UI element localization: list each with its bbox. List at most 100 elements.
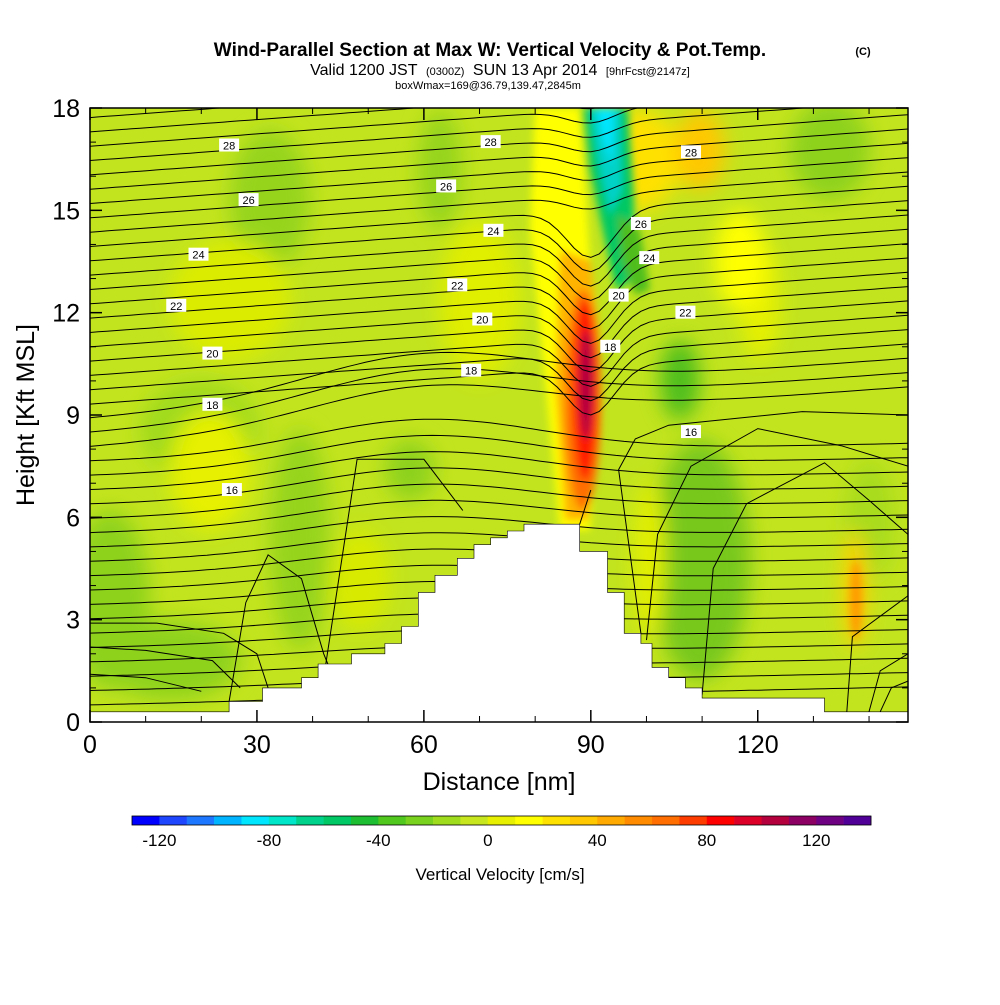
x-tick-label: 0 [83,731,97,759]
theta-label-box [221,483,242,497]
theta-label-box [219,138,240,152]
x-tick-label: 30 [243,731,271,759]
colorbar-swatch [159,816,188,825]
theta-label-box [608,288,629,302]
theta-label: 28 [485,137,497,149]
theta-label: 18 [604,342,616,354]
theta-label-box [680,425,701,439]
theta-contour-line [90,171,908,233]
theta-contour-line [90,271,908,344]
theta-contour-line [90,646,241,689]
colorbar-swatch [132,816,160,825]
theta-label: 22 [170,301,182,313]
theta-contour-line [90,108,640,147]
theta-label: 26 [242,195,254,207]
y-tick-label: 3 [66,607,80,635]
theta-contour-line [90,451,908,490]
colorbar-swatch [624,816,653,825]
theta-label: 28 [223,141,235,153]
theta-contour-line [90,343,908,416]
theta-contour-line [618,411,908,634]
chart-title: Wind-Parallel Section at Max W: Vertical… [214,40,766,61]
colorbar-swatch [679,816,708,825]
theta-label: 24 [487,226,499,238]
theta-label: 22 [679,308,691,320]
valid-time: Valid 1200 JST [310,62,418,79]
colorbar-swatch [515,816,543,825]
colorbar-tick-label: -120 [142,831,176,850]
terrain-profile [89,523,909,723]
theta-label: 16 [226,485,238,497]
colorbar-tick-label: 80 [697,831,716,850]
theta-label-box [600,339,621,353]
forecast-info: [9hrFcst@2147z] [606,66,690,78]
theta-contour-line [90,434,908,476]
theta-contour-line [90,108,598,133]
theta-label: 20 [476,314,488,326]
colorbar-swatch [761,816,790,825]
theta-label-box [461,363,482,377]
theta-label-box [472,312,493,326]
colorbar: -120 -80 -40 0 40 80 120 [131,815,872,850]
theta-contour-line [90,142,908,204]
theta-label-box [238,193,259,207]
theta-contour-line [90,499,908,534]
colorbar-swatch [350,816,379,825]
theta-label: 22 [451,280,463,292]
theta-label-box [188,247,209,261]
theta-contour-line [90,300,908,373]
colorbar-swatch [323,816,352,825]
x-tick-label: 120 [737,731,779,759]
y-tick-label: 0 [66,709,80,737]
theta-contour-line [90,622,269,689]
x-tick-label: 60 [410,731,438,759]
theta-contour-line [90,368,908,433]
theta-label-box [166,298,187,312]
colorbar-swatch [734,816,762,825]
y-axis-label: Height [Kft MSL] [12,324,40,506]
theta-contour-line [846,595,908,712]
theta-label-box [202,397,223,411]
colorbar-swatch [460,816,489,825]
colorbar-swatch [706,816,735,825]
colorbar-swatch [405,816,434,825]
colorbar-tick-label: 40 [588,831,607,850]
theta-contour-line [90,532,908,562]
theta-label: 18 [206,400,218,412]
theta-contour-line [90,516,908,548]
y-tick-label: 12 [52,300,80,328]
colorbar-tick-label: 120 [802,831,830,850]
x-tick-label: 90 [577,731,605,759]
colorbar-label: Vertical Velocity [cm/s] [415,865,584,884]
theta-label: 20 [206,349,218,361]
theta-contour-line [879,680,908,713]
theta-contour-line [90,243,908,316]
theta-label: 20 [613,291,625,303]
theta-contour-line [90,286,908,359]
theta-contour-line [90,91,908,103]
colorbar-swatch [816,816,844,825]
theta-contour-line [90,673,202,692]
theta-label: 28 [685,147,697,159]
valid-utc: (0300Z) [426,66,465,78]
theta-label: 26 [440,181,452,193]
theta-contour-line [90,128,908,190]
theta-contour-line [323,458,464,678]
colorbar-swatch [569,816,598,825]
y-axis: 0 3 6 9 12 15 18 [52,95,908,737]
theta-label-box [480,135,501,149]
theta-contour-line [90,351,908,419]
copyright-mark: (C) [855,46,871,58]
theta-contour-line [868,653,908,712]
theta-contour-line [90,483,908,519]
theta-contour-line [90,314,908,387]
theta-contour-line [646,428,908,641]
y-tick-label: 9 [66,402,80,430]
theta-contour-line [90,214,908,287]
y-tick-label: 15 [52,197,80,225]
theta-label-box [680,145,701,159]
theta-contour-line [90,329,908,402]
theta-contour-line [228,554,336,702]
